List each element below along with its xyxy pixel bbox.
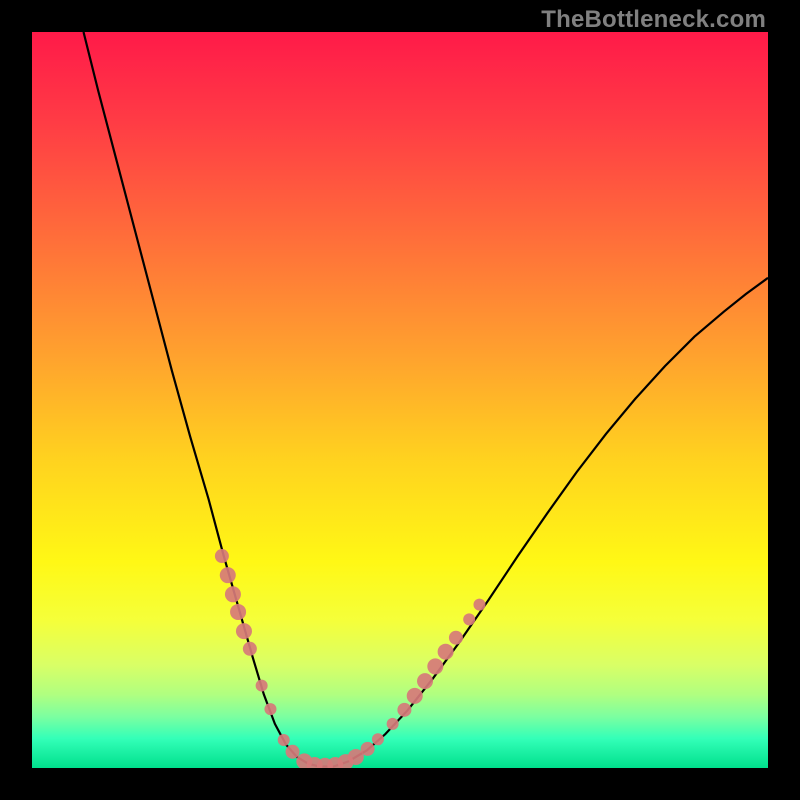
- chart-frame: TheBottleneck.com: [0, 0, 800, 800]
- watermark-text: TheBottleneck.com: [541, 6, 766, 34]
- marker-dot: [473, 599, 485, 611]
- marker-overlay: [32, 32, 768, 768]
- marker-dot: [387, 718, 399, 730]
- marker-dot: [256, 680, 268, 692]
- marker-dot: [225, 586, 241, 602]
- marker-dot: [397, 703, 411, 717]
- marker-dot: [220, 567, 236, 583]
- marker-dot: [215, 549, 229, 563]
- marker-dot: [286, 745, 300, 759]
- plot-area: [32, 32, 768, 768]
- marker-dot: [278, 734, 290, 746]
- marker-dot: [361, 742, 375, 756]
- marker-dot: [264, 703, 276, 715]
- marker-dot: [407, 688, 423, 704]
- marker-dot: [438, 644, 454, 660]
- marker-dot: [243, 642, 257, 656]
- marker-dot: [417, 673, 433, 689]
- marker-dot: [463, 613, 475, 625]
- marker-dot: [427, 658, 443, 674]
- marker-dot: [372, 733, 384, 745]
- marker-dot: [230, 604, 246, 620]
- marker-dot: [236, 623, 252, 639]
- marker-dot: [449, 631, 463, 645]
